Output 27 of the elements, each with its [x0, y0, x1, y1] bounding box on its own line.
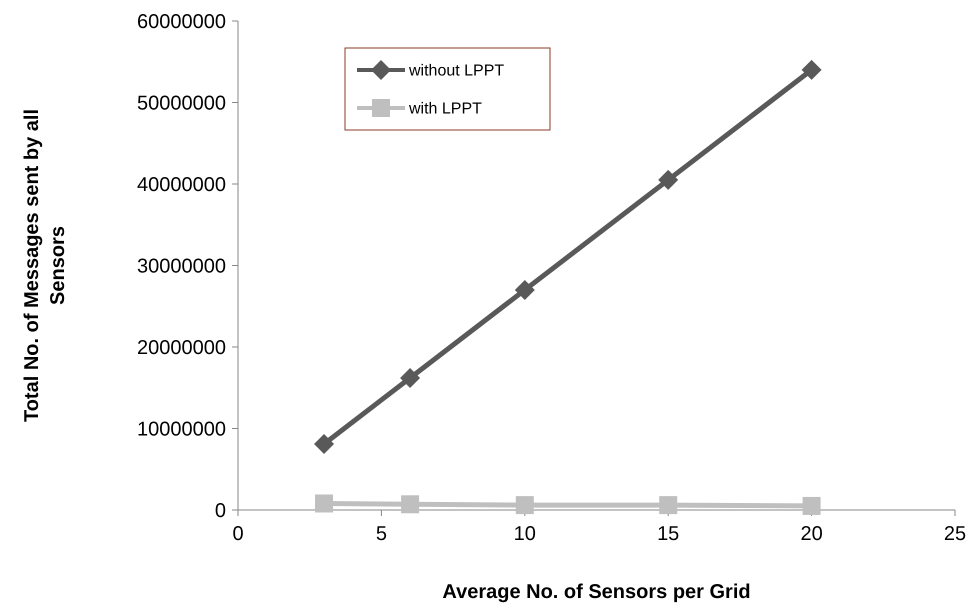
point — [401, 495, 420, 514]
point — [658, 170, 678, 190]
y-tick-label: 40000000 — [137, 174, 226, 196]
point — [516, 496, 534, 514]
x-tick-label: 20 — [800, 523, 823, 545]
y-axis-title: Total No. of Messages sent by all Sensors — [21, 108, 69, 422]
legend-label: with LPPT — [408, 100, 482, 118]
x-tick-label: 15 — [657, 523, 680, 545]
point — [659, 496, 678, 514]
x-tick-label: 0 — [232, 523, 244, 545]
point — [514, 280, 535, 300]
point — [315, 494, 334, 512]
y-tick-label: 30000000 — [137, 256, 226, 278]
x-tick-label: 5 — [376, 523, 387, 545]
point — [314, 434, 334, 454]
y-tick-label: 50000000 — [137, 92, 226, 114]
y-tick-label: 0 — [214, 500, 226, 522]
x-tick-label: 25 — [944, 523, 966, 545]
x-tick-label: 10 — [514, 523, 536, 545]
point — [802, 60, 822, 80]
legend-label: without LPPT — [408, 62, 504, 80]
x-axis-title: Average No. of Sensors per Grid — [442, 581, 751, 603]
point — [802, 496, 821, 515]
y-tick-label: 60000000 — [137, 11, 226, 33]
y-tick-label: 10000000 — [137, 418, 226, 440]
y-tick-label: 20000000 — [137, 337, 226, 359]
point — [400, 368, 420, 388]
